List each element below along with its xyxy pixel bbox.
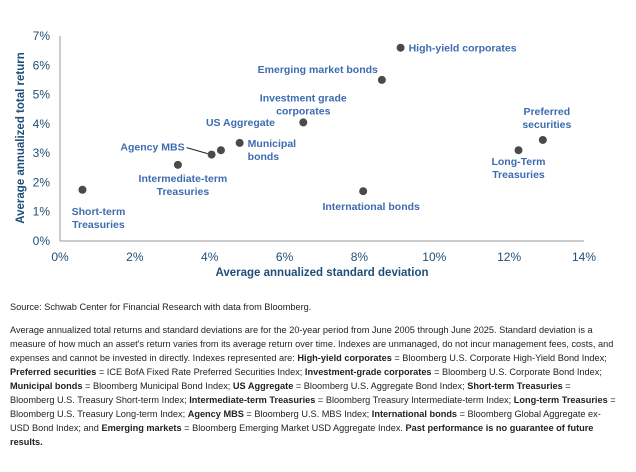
point-label: Emerging market bonds: [258, 64, 378, 76]
footnote: Average annualized total returns and sta…: [10, 323, 616, 449]
point-label-line: bonds: [248, 151, 280, 163]
point-label-line: Preferred: [523, 106, 570, 118]
data-point: Municipal bonds: [235, 138, 297, 163]
data-points: High-yield corporates Emerging market bon…: [72, 43, 572, 231]
footnote-text: = Bloomberg U.S. Aggregate Bond Index;: [293, 381, 468, 391]
data-point: Short-term Treasuries: [72, 185, 126, 231]
footnote-text: = Bloomberg Treasury Intermediate-term I…: [315, 395, 514, 405]
footnote-bold-term: Investment-grade corporates: [304, 367, 432, 377]
point-label-line: Municipal: [248, 138, 297, 150]
data-point: Intermediate-term Treasuries: [139, 160, 228, 198]
point-label-line: Long-Term: [491, 156, 545, 168]
point-marker: [216, 146, 225, 155]
point-label: Investment grade corporates: [260, 92, 347, 117]
footnote-bold-term: Long-term Treasuries: [513, 395, 608, 405]
footnote-text: = Bloomberg Municipal Bond Index;: [82, 381, 233, 391]
point-label: US Aggregate: [206, 117, 275, 129]
y-tick-labels: 0% 1% 2% 3% 4% 5% 6% 7%: [33, 29, 51, 248]
footnote-bold-term: International bonds: [371, 409, 458, 419]
x-tick-label: 4%: [201, 250, 219, 264]
point-label-line: securities: [522, 119, 571, 131]
x-tick-label: 10%: [422, 250, 446, 264]
x-axis-title: Average annualized standard deviation: [215, 267, 428, 279]
x-tick-label: 0%: [51, 250, 69, 264]
point-marker: [396, 43, 405, 52]
point-marker: [173, 160, 182, 169]
footnote-bold-term: Short-term Treasuries: [467, 381, 563, 391]
footnote-bold-term: Preferred securities: [10, 367, 97, 377]
x-tick-label: 6%: [276, 250, 294, 264]
footnote-text: = Bloomberg U.S. Treasury Short-term Ind…: [10, 381, 571, 405]
point-label-line: International bonds: [322, 201, 420, 213]
footnote-text: = Bloomberg U.S. Corporate Bond Index;: [431, 367, 602, 377]
point-label: Municipal bonds: [248, 138, 297, 163]
footnote-text: = Bloomberg U.S. Corporate High-Yield Bo…: [391, 353, 607, 363]
footnote-text: = Bloomberg U.S. MBS Index;: [243, 409, 372, 419]
point-label-line: Emerging market bonds: [258, 64, 378, 76]
data-point: Investment grade corporates: [260, 92, 347, 127]
point-label-line: Investment grade: [260, 92, 347, 104]
point-label: Intermediate-term Treasuries: [139, 173, 228, 198]
data-point: Long-Term Treasuries: [491, 146, 546, 181]
data-point: High-yield corporates: [396, 43, 517, 55]
data-point: International bonds: [322, 187, 420, 213]
footnote-text: = Bloomberg Global Aggregate ex-USD Bond…: [10, 409, 601, 433]
footnote-bold-term: Agency MBS: [187, 409, 244, 419]
point-label: Preferred securities: [522, 106, 571, 131]
footnote-bold-term: Past performance is no guarantee of futu…: [10, 423, 594, 447]
footnote-text: Average annualized total returns and sta…: [10, 325, 614, 363]
point-label-line: Short-term: [72, 206, 126, 218]
y-tick-label: 7%: [33, 29, 51, 43]
point-marker: [514, 146, 523, 155]
x-tick-labels: 0% 2% 4% 6% 8% 10% 12% 14%: [51, 250, 596, 264]
footnote-text: = Bloomberg Emerging Market USD Aggregat…: [181, 423, 406, 433]
point-label: Long-Term Treasuries: [491, 156, 545, 181]
y-tick-label: 0%: [33, 234, 51, 248]
data-point: US Aggregate: [206, 117, 275, 155]
x-tick-label: 14%: [572, 250, 596, 264]
point-label: High-yield corporates: [409, 43, 517, 55]
point-marker: [207, 150, 216, 159]
scatter-chart: 0% 1% 2% 3% 4% 5% 6% 7% 0% 2% 4% 6% 8% 10% 12% 14% Hig…: [15, 29, 596, 279]
point-label-line: Treasuries: [157, 186, 210, 198]
point-label-line: Agency MBS: [120, 142, 184, 154]
footnote-text: = ICE BofA Fixed Rate Preferred Securiti…: [96, 367, 305, 377]
footnote-bold-term: Emerging markets: [101, 423, 182, 433]
point-label-line: Treasuries: [72, 219, 125, 231]
footnote-bold-term: Intermediate-term Treasuries: [189, 395, 316, 405]
source-note: Source: Schwab Center for Financial Rese…: [10, 302, 312, 312]
point-label: Agency MBS: [120, 142, 184, 154]
point-marker: [359, 187, 368, 196]
point-label-line: Intermediate-term: [139, 173, 228, 185]
point-marker: [235, 138, 244, 147]
point-marker: [78, 185, 87, 194]
point-label: International bonds: [322, 201, 420, 213]
point-marker: [377, 75, 386, 84]
footnote-bold-term: US Aggregate: [232, 381, 294, 391]
y-tick-label: 4%: [33, 117, 51, 131]
data-point: Emerging market bonds: [258, 64, 386, 84]
y-tick-label: 1%: [33, 205, 51, 219]
x-tick-label: 2%: [126, 250, 144, 264]
point-label: Short-term Treasuries: [72, 206, 126, 231]
y-tick-label: 2%: [33, 175, 51, 189]
point-marker: [299, 118, 308, 127]
point-label-line: US Aggregate: [206, 117, 275, 129]
footnote-bold-term: High-yield corporates: [297, 353, 392, 363]
point-label-line: Treasuries: [492, 169, 545, 181]
y-tick-label: 3%: [33, 146, 51, 160]
footnote-bold-term: Municipal bonds: [10, 381, 83, 391]
data-point: Agency MBS: [120, 142, 216, 159]
y-tick-label: 5%: [33, 88, 51, 102]
point-label-line: High-yield corporates: [409, 43, 517, 55]
data-point: Preferred securities: [522, 106, 572, 144]
y-axis-title: Average annualized total return: [15, 52, 27, 223]
x-tick-label: 12%: [497, 250, 521, 264]
y-tick-label: 6%: [33, 58, 51, 72]
footnote-text: = Bloomberg U.S. Treasury Long-term Inde…: [10, 395, 616, 419]
x-tick-label: 8%: [351, 250, 369, 264]
point-marker: [538, 135, 547, 144]
point-label-line: corporates: [276, 105, 330, 117]
leader-line: [186, 147, 208, 155]
